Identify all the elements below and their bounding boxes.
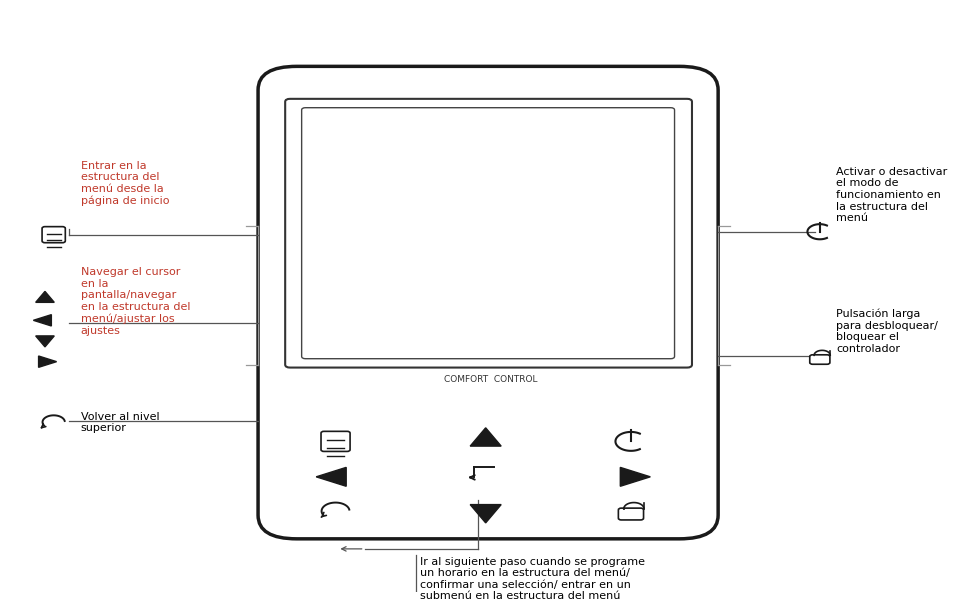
Polygon shape [35,292,54,303]
Polygon shape [619,467,650,486]
Text: Pulsación larga
para desbloquear/
bloquear el
controlador: Pulsación larga para desbloquear/ bloque… [835,309,937,354]
Text: Navegar el cursor
en la
pantalla/navegar
en la estructura del
menú/ajustar los
a: Navegar el cursor en la pantalla/navegar… [81,267,191,336]
Text: Entrar en la
estructura del
menú desde la
página de inicio: Entrar en la estructura del menú desde l… [81,161,169,206]
FancyBboxPatch shape [285,99,692,368]
Text: Activar o desactivar
el modo de
funcionamiento en
la estructura del
menú: Activar o desactivar el modo de funciona… [835,167,947,223]
FancyBboxPatch shape [617,508,643,520]
FancyBboxPatch shape [301,108,674,359]
Polygon shape [470,504,500,523]
FancyBboxPatch shape [258,66,717,539]
Text: Volver al nivel
superior: Volver al nivel superior [81,412,159,434]
Text: COMFORT  CONTROL: COMFORT CONTROL [444,375,536,384]
Polygon shape [35,336,54,347]
FancyBboxPatch shape [320,431,350,451]
Polygon shape [38,356,57,367]
Polygon shape [316,467,346,486]
Polygon shape [470,428,500,446]
Text: Ir al siguiente paso cuando se programe
un horario en la estructura del menú/
co: Ir al siguiente paso cuando se programe … [419,556,644,601]
FancyBboxPatch shape [809,355,829,364]
Polygon shape [33,315,52,326]
FancyBboxPatch shape [42,227,65,243]
